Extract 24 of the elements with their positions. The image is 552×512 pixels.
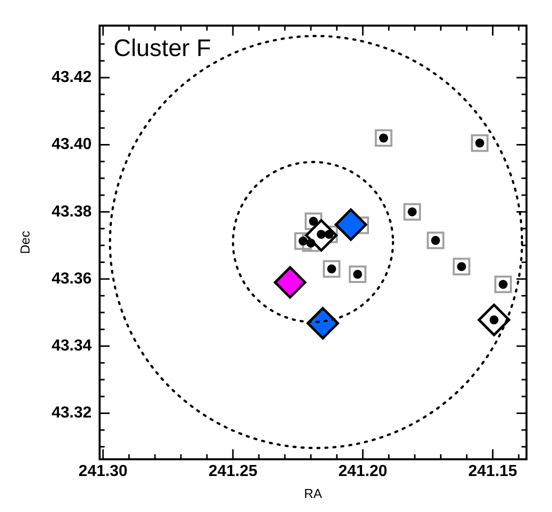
y-tick-label: 43.40 xyxy=(52,136,92,154)
x-tick-label: 241.30 xyxy=(78,463,128,480)
point xyxy=(494,276,512,294)
point xyxy=(322,260,340,278)
annotation: Cluster F xyxy=(114,35,211,62)
y-tick-label: 43.34 xyxy=(52,338,92,355)
point xyxy=(470,134,489,152)
y-axis-title: Dec xyxy=(17,230,32,254)
point xyxy=(403,203,421,221)
x-axis-title: RA xyxy=(304,486,322,501)
y-tick-label: 43.32 xyxy=(52,404,92,422)
y-tick-label: 43.36 xyxy=(52,270,92,288)
point xyxy=(306,307,340,340)
y-tick-label: 43.38 xyxy=(52,203,92,220)
point xyxy=(348,266,366,284)
x-tick-label: 241.15 xyxy=(468,463,518,480)
point xyxy=(426,232,444,250)
point xyxy=(374,129,392,147)
y-tick-label: 43.42 xyxy=(52,69,92,86)
point xyxy=(274,266,306,299)
x-tick-label: 241.20 xyxy=(338,463,388,480)
point xyxy=(452,258,470,276)
x-tick-label: 241.25 xyxy=(208,463,258,480)
point xyxy=(334,208,368,241)
